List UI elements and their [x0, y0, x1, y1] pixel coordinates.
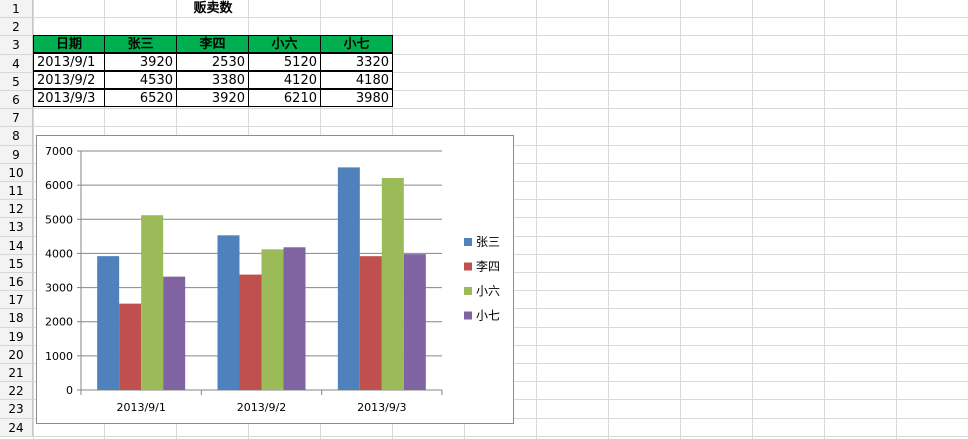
header-date[interactable]: 日期 — [33, 35, 105, 53]
column-gridline — [536, 0, 537, 439]
row-gridline — [33, 35, 968, 36]
y-tick-label: 0 — [66, 384, 73, 397]
row-header[interactable]: 20 — [0, 346, 33, 364]
row-header[interactable]: 5 — [0, 73, 33, 91]
column-gridline — [608, 0, 609, 439]
row-header[interactable]: 12 — [0, 200, 33, 218]
column-gridline — [824, 0, 825, 439]
row-header[interactable]: 18 — [0, 309, 33, 328]
row-header[interactable]: 17 — [0, 291, 33, 309]
cell-date[interactable]: 2013/9/1 — [33, 53, 105, 71]
x-tick-label: 2013/9/2 — [237, 401, 286, 414]
row-header[interactable]: 22 — [0, 382, 33, 400]
cell-value[interactable]: 3320 — [320, 53, 393, 71]
row-header[interactable]: 13 — [0, 218, 33, 237]
sheet-title[interactable]: 贩卖数 — [193, 1, 233, 16]
y-tick-label: 1000 — [45, 350, 73, 363]
row-gridline — [33, 72, 968, 73]
column-gridline — [896, 0, 897, 439]
row-gridline — [33, 436, 968, 437]
y-tick-label: 2000 — [45, 316, 73, 329]
bar — [239, 274, 262, 390]
row-header[interactable]: 16 — [0, 273, 33, 291]
cell-value[interactable]: 6210 — [248, 89, 321, 107]
row-header[interactable]: 10 — [0, 164, 33, 182]
bar — [261, 249, 284, 390]
row-header[interactable]: 4 — [0, 55, 33, 73]
bar — [97, 256, 120, 390]
bar — [141, 215, 164, 390]
legend-label: 小六 — [476, 284, 500, 298]
header-lisi[interactable]: 李四 — [176, 35, 249, 53]
cell-value[interactable]: 2530 — [176, 53, 249, 71]
row-header[interactable]: 6 — [0, 91, 33, 109]
row-gridline — [33, 54, 968, 55]
row-header[interactable]: 14 — [0, 237, 33, 255]
cell-value[interactable]: 5120 — [248, 53, 321, 71]
row-header[interactable]: 15 — [0, 255, 33, 273]
row-header[interactable]: 21 — [0, 364, 33, 382]
bar — [119, 303, 142, 390]
legend-swatch — [464, 238, 472, 246]
cell-date[interactable]: 2013/9/2 — [33, 71, 105, 89]
row-gridline — [33, 126, 968, 127]
column-gridline — [680, 0, 681, 439]
row-header[interactable]: 24 — [0, 419, 33, 437]
bar — [337, 167, 360, 390]
bar — [217, 235, 240, 390]
cell-value[interactable]: 4120 — [248, 71, 321, 89]
column-gridline — [33, 0, 34, 439]
column-gridline — [752, 0, 753, 439]
cell-date[interactable]: 2013/9/3 — [33, 89, 105, 107]
bar — [283, 247, 306, 390]
y-tick-label: 4000 — [45, 247, 73, 260]
legend-label: 张三 — [476, 235, 500, 249]
row-gridline — [33, 17, 968, 18]
x-tick-label: 2013/9/3 — [357, 401, 406, 414]
legend-swatch — [464, 311, 472, 320]
x-tick-label: 2013/9/1 — [116, 401, 165, 414]
cell-value[interactable]: 4530 — [104, 71, 177, 89]
bar — [403, 254, 426, 390]
row-header[interactable]: 11 — [0, 182, 33, 200]
header-xiaoliu[interactable]: 小六 — [248, 35, 321, 53]
y-tick-label: 7000 — [45, 145, 73, 158]
bar — [381, 177, 404, 390]
cell-value[interactable]: 4180 — [320, 71, 393, 89]
legend-swatch — [464, 287, 472, 295]
row-header[interactable]: 2 — [0, 18, 33, 36]
cell-value[interactable]: 3920 — [104, 53, 177, 71]
row-gridline — [33, 90, 968, 91]
legend-swatch — [464, 262, 472, 271]
legend-label: 小七 — [476, 309, 500, 323]
y-tick-label: 3000 — [45, 282, 73, 295]
row-header[interactable]: 23 — [0, 400, 33, 419]
y-tick-label: 6000 — [45, 179, 73, 192]
bar — [359, 256, 382, 390]
y-tick-label: 5000 — [45, 213, 73, 226]
row-header[interactable]: 8 — [0, 127, 33, 146]
cell-value[interactable]: 6520 — [104, 89, 177, 107]
cell-value[interactable]: 3380 — [176, 71, 249, 89]
cell-value[interactable]: 3980 — [320, 89, 393, 107]
row-header[interactable]: 1 — [0, 0, 33, 18]
chart[interactable]: 0 1000 2000 3000 4000 5000 6000 7000 2013/9/1 201… — [36, 135, 514, 424]
row-gridline — [33, 108, 968, 109]
bar-chart-svg: 0 1000 2000 3000 4000 5000 6000 7000 2013/9/1 201… — [45, 145, 500, 414]
row-header[interactable]: 7 — [0, 109, 33, 127]
row-header[interactable]: 3 — [0, 36, 33, 55]
bar — [163, 276, 186, 390]
header-zhangsan[interactable]: 张三 — [104, 35, 177, 53]
row-header[interactable]: 19 — [0, 328, 33, 346]
row-header[interactable]: 9 — [0, 146, 33, 164]
header-xiaoqi[interactable]: 小七 — [320, 35, 393, 53]
cell-value[interactable]: 3920 — [176, 89, 249, 107]
legend-label: 李四 — [476, 259, 500, 274]
